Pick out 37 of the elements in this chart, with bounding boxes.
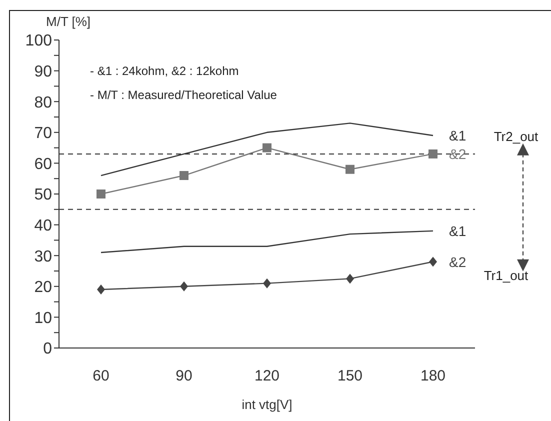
annotation: - M/T : Measured/Theoretical Value <box>90 88 278 102</box>
y-tick-label: 10 <box>34 310 52 327</box>
annotation: - &1 : 24kohm, &2 : 12kohm <box>90 64 239 78</box>
point <box>429 256 437 267</box>
x-tick-label: 150 <box>337 368 363 385</box>
line-series <box>100 230 434 254</box>
point <box>180 281 188 292</box>
series-label: &2 <box>449 254 466 270</box>
text: Tr1_out <box>484 268 529 283</box>
y-tick-label: 60 <box>34 156 52 173</box>
point <box>263 278 271 288</box>
point <box>346 164 354 174</box>
series-label: &1 <box>449 222 466 239</box>
y-tick-label: 30 <box>34 248 52 266</box>
y-tick-label: 20 <box>34 279 52 296</box>
y-tick-label: 80 <box>34 94 52 112</box>
y-tick-label: 100 <box>25 32 52 50</box>
y-tick-label: 70 <box>34 125 52 142</box>
y-tick-label: 50 <box>34 186 52 204</box>
y-tick-label: 90 <box>34 63 52 80</box>
y-tick-label: 0 <box>43 340 52 358</box>
x-tick-label: 60 <box>92 368 110 385</box>
point <box>428 149 438 158</box>
series-label: &1 <box>449 127 466 144</box>
point <box>97 284 105 294</box>
point <box>180 171 188 180</box>
y-axis-title: M/T [%] <box>46 14 91 29</box>
point <box>96 190 106 198</box>
point <box>346 274 354 284</box>
point <box>262 143 272 152</box>
x-tick-label: 180 <box>420 368 446 385</box>
x-axis-title: int vtg[V] <box>242 397 292 412</box>
x-tick-label: 90 <box>176 368 192 385</box>
text: Tr2_out <box>494 129 539 144</box>
series-label: &2 <box>449 146 466 162</box>
y-tick-label: 40 <box>34 217 52 234</box>
x-tick-label: 120 <box>254 368 280 385</box>
